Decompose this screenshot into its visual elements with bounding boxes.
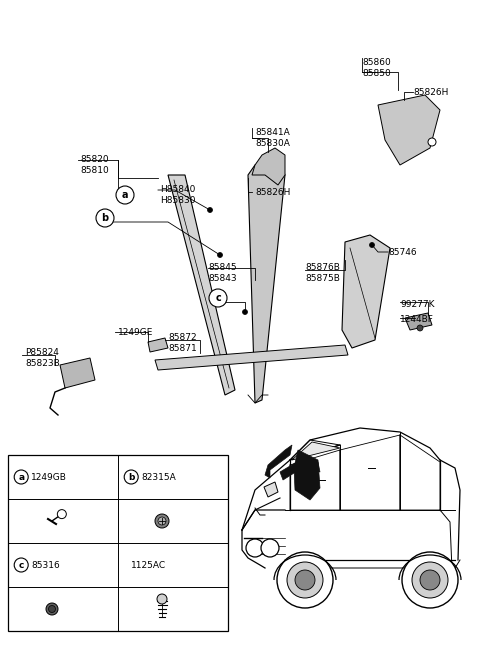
Text: P85824
85823B: P85824 85823B	[25, 348, 60, 368]
Text: 99277K: 99277K	[400, 300, 434, 309]
Polygon shape	[378, 95, 440, 165]
Text: c: c	[215, 293, 221, 303]
Circle shape	[277, 552, 333, 608]
Text: a: a	[122, 190, 128, 200]
Polygon shape	[405, 313, 432, 330]
Polygon shape	[342, 235, 390, 348]
Circle shape	[124, 470, 138, 484]
Text: 1125AC: 1125AC	[131, 560, 167, 569]
Text: 85876B
85875B: 85876B 85875B	[305, 263, 340, 283]
Circle shape	[157, 594, 167, 604]
Text: c: c	[19, 560, 24, 569]
Text: 85845
85843: 85845 85843	[208, 263, 237, 283]
Circle shape	[158, 517, 166, 525]
Circle shape	[207, 207, 213, 213]
Circle shape	[217, 253, 223, 258]
Text: 85820
85810: 85820 85810	[80, 155, 109, 175]
Circle shape	[428, 138, 436, 146]
Text: b: b	[128, 472, 134, 482]
Circle shape	[420, 570, 440, 590]
Text: 85746: 85746	[388, 248, 417, 257]
Text: b: b	[101, 213, 108, 223]
Text: 1244BF: 1244BF	[400, 315, 434, 324]
Polygon shape	[60, 358, 95, 388]
Circle shape	[246, 539, 264, 557]
Polygon shape	[294, 450, 320, 500]
Circle shape	[402, 552, 458, 608]
Polygon shape	[148, 338, 168, 352]
Text: 1249GE: 1249GE	[118, 328, 154, 337]
Text: 85826H: 85826H	[413, 88, 448, 97]
Text: 85872
85871: 85872 85871	[168, 333, 197, 353]
Text: 85316: 85316	[31, 560, 60, 569]
Bar	[8, 455, 228, 631]
Circle shape	[295, 570, 315, 590]
Polygon shape	[265, 445, 292, 478]
Circle shape	[48, 605, 56, 613]
Circle shape	[417, 325, 423, 331]
Text: 85826H: 85826H	[255, 188, 290, 197]
Text: 85860
85850: 85860 85850	[362, 58, 391, 78]
Polygon shape	[248, 162, 285, 403]
Polygon shape	[264, 482, 278, 497]
Circle shape	[14, 558, 28, 572]
Circle shape	[155, 514, 169, 528]
Circle shape	[57, 510, 66, 519]
Circle shape	[370, 243, 374, 247]
Polygon shape	[280, 460, 320, 480]
Polygon shape	[155, 345, 348, 370]
Circle shape	[14, 470, 28, 484]
Text: H85840
H85830: H85840 H85830	[160, 185, 195, 205]
Text: 82315A: 82315A	[141, 472, 176, 482]
Polygon shape	[252, 148, 285, 185]
Circle shape	[261, 539, 279, 557]
Text: 1249GB: 1249GB	[31, 472, 67, 482]
Circle shape	[116, 186, 134, 204]
Circle shape	[209, 289, 227, 307]
Circle shape	[96, 209, 114, 227]
Polygon shape	[292, 442, 340, 460]
Circle shape	[242, 310, 248, 314]
Circle shape	[412, 562, 448, 598]
Circle shape	[287, 562, 323, 598]
Polygon shape	[168, 175, 235, 395]
Text: a: a	[18, 472, 24, 482]
Text: 85841A
85830A: 85841A 85830A	[255, 128, 290, 148]
Circle shape	[46, 603, 58, 615]
